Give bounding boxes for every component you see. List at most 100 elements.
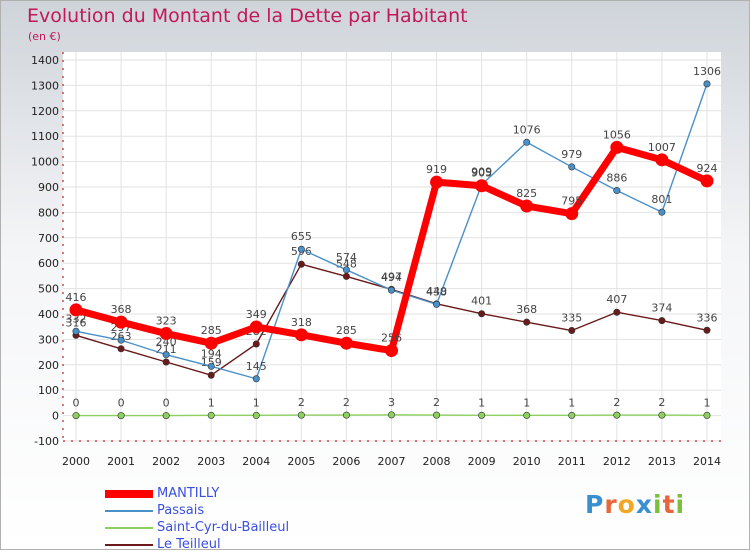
le-teilleul-point — [523, 318, 531, 326]
passais-point — [252, 375, 260, 383]
y-tick-label: 100 — [38, 384, 59, 397]
legend-item: MANTILLY — [105, 485, 289, 502]
mantilly-data-label: 905 — [471, 167, 492, 180]
y-tick-label: 0 — [52, 410, 59, 423]
y-tick-label: 1300 — [31, 79, 59, 92]
legend-label: Le Teilleul — [157, 537, 221, 552]
le-teilleul-point — [162, 358, 170, 366]
y-tick-label: 1400 — [31, 54, 59, 67]
logo-letter: x — [635, 490, 653, 519]
saint-cyr-du-bailleul-data-label: 1 — [478, 396, 485, 409]
passais-data-label: 574 — [336, 251, 357, 264]
y-tick-label: 1200 — [31, 105, 59, 118]
mantilly-point — [339, 336, 353, 350]
logo-letter: r — [604, 490, 618, 519]
passais-data-label: 240 — [156, 336, 177, 349]
passais-data-label: 145 — [246, 360, 267, 373]
passais-point — [342, 266, 350, 274]
legend-item: Le Teilleul — [105, 536, 289, 553]
y-tick-label: 500 — [38, 283, 59, 296]
saint-cyr-du-bailleul-point — [252, 411, 260, 419]
le-teilleul-data-label: 368 — [516, 303, 537, 316]
mantilly-point — [520, 199, 534, 213]
passais-data-label: 1076 — [513, 123, 541, 136]
passais-point — [387, 286, 395, 294]
saint-cyr-du-bailleul-data-label: 2 — [343, 396, 350, 409]
legend-label: MANTILLY — [157, 486, 220, 501]
legend-label: Saint-Cyr-du-Bailleul — [157, 520, 290, 535]
x-tick-label: 2002 — [152, 455, 180, 468]
le-teilleul-point — [252, 340, 260, 348]
passais-data-label: 332 — [66, 312, 87, 325]
saint-cyr-du-bailleul-data-label: 1 — [253, 396, 260, 409]
x-tick-label: 2006 — [332, 455, 360, 468]
legend-label: Passais — [157, 503, 205, 518]
mantilly-data-label: 323 — [156, 315, 177, 328]
saint-cyr-du-bailleul-data-label: 0 — [73, 397, 80, 410]
passais-data-label: 438 — [426, 285, 447, 298]
passais-data-label: 909 — [471, 166, 492, 179]
y-tick-label: 700 — [38, 232, 59, 245]
passais-point — [297, 245, 305, 253]
logo-letter: P — [585, 490, 605, 519]
x-tick-label: 2011 — [558, 455, 586, 468]
le-teilleul-data-label: 401 — [471, 295, 492, 308]
chart-unit-label: (en €) — [28, 30, 61, 43]
mantilly-data-label: 795 — [561, 195, 582, 208]
mantilly-point — [69, 303, 83, 317]
y-tick-label: 200 — [38, 359, 59, 372]
y-tick-label: 1000 — [31, 156, 59, 169]
passais-point — [523, 138, 531, 146]
x-tick-label: 2001 — [107, 455, 135, 468]
saint-cyr-du-bailleul-point — [117, 412, 125, 420]
chart-title: Evolution du Montant de la Dette par Hab… — [27, 5, 468, 27]
x-tick-label: 2007 — [377, 455, 405, 468]
saint-cyr-du-bailleul-data-label: 2 — [298, 396, 305, 409]
y-tick-label: 800 — [38, 206, 59, 219]
le-teilleul-point — [117, 345, 125, 353]
saint-cyr-du-bailleul-point — [297, 411, 305, 419]
logo-letter: t — [662, 490, 676, 519]
legend-swatch — [105, 509, 153, 512]
mantilly-data-label: 416 — [66, 291, 87, 304]
passais-point — [162, 351, 170, 359]
passais-data-label: 979 — [561, 148, 582, 161]
mantilly-data-label: 349 — [246, 308, 267, 321]
saint-cyr-du-bailleul-data-label: 1 — [568, 396, 575, 409]
saint-cyr-du-bailleul-data-label: 1 — [703, 396, 710, 409]
saint-cyr-du-bailleul-point — [72, 412, 80, 420]
mantilly-data-label: 825 — [516, 187, 537, 200]
x-tick-label: 2013 — [648, 455, 676, 468]
saint-cyr-du-bailleul-point — [342, 411, 350, 419]
mantilly-data-label: 368 — [111, 303, 132, 316]
mantilly-point — [655, 153, 669, 167]
mantilly-data-label: 285 — [336, 324, 357, 337]
mantilly-point — [700, 174, 714, 188]
passais-data-label: 1306 — [693, 65, 721, 78]
x-tick-label: 2004 — [242, 455, 270, 468]
legend-swatch — [105, 543, 153, 546]
x-tick-label: 2012 — [603, 455, 631, 468]
legend-swatch — [105, 526, 153, 529]
proxiti-logo: Proxiti — [585, 490, 685, 519]
y-tick-label: -100 — [34, 435, 59, 448]
saint-cyr-du-bailleul-data-label: 1 — [523, 396, 530, 409]
passais-data-label: 494 — [381, 271, 402, 284]
le-teilleul-point — [207, 371, 215, 379]
y-tick-label: 1100 — [31, 130, 59, 143]
mantilly-point — [384, 344, 398, 358]
y-tick-label: 400 — [38, 308, 59, 321]
passais-point — [433, 300, 441, 308]
x-tick-label: 2005 — [287, 455, 315, 468]
saint-cyr-du-bailleul-data-label: 2 — [613, 396, 620, 409]
le-teilleul-data-label: 374 — [651, 302, 672, 315]
y-tick-label: 300 — [38, 333, 59, 346]
x-tick-label: 2010 — [513, 455, 541, 468]
saint-cyr-du-bailleul-point — [387, 411, 395, 419]
mantilly-data-label: 1007 — [648, 141, 676, 154]
x-tick-label: 2009 — [468, 455, 496, 468]
mantilly-point — [565, 207, 579, 221]
saint-cyr-du-bailleul-point — [162, 412, 170, 420]
mantilly-data-label: 924 — [696, 162, 717, 175]
